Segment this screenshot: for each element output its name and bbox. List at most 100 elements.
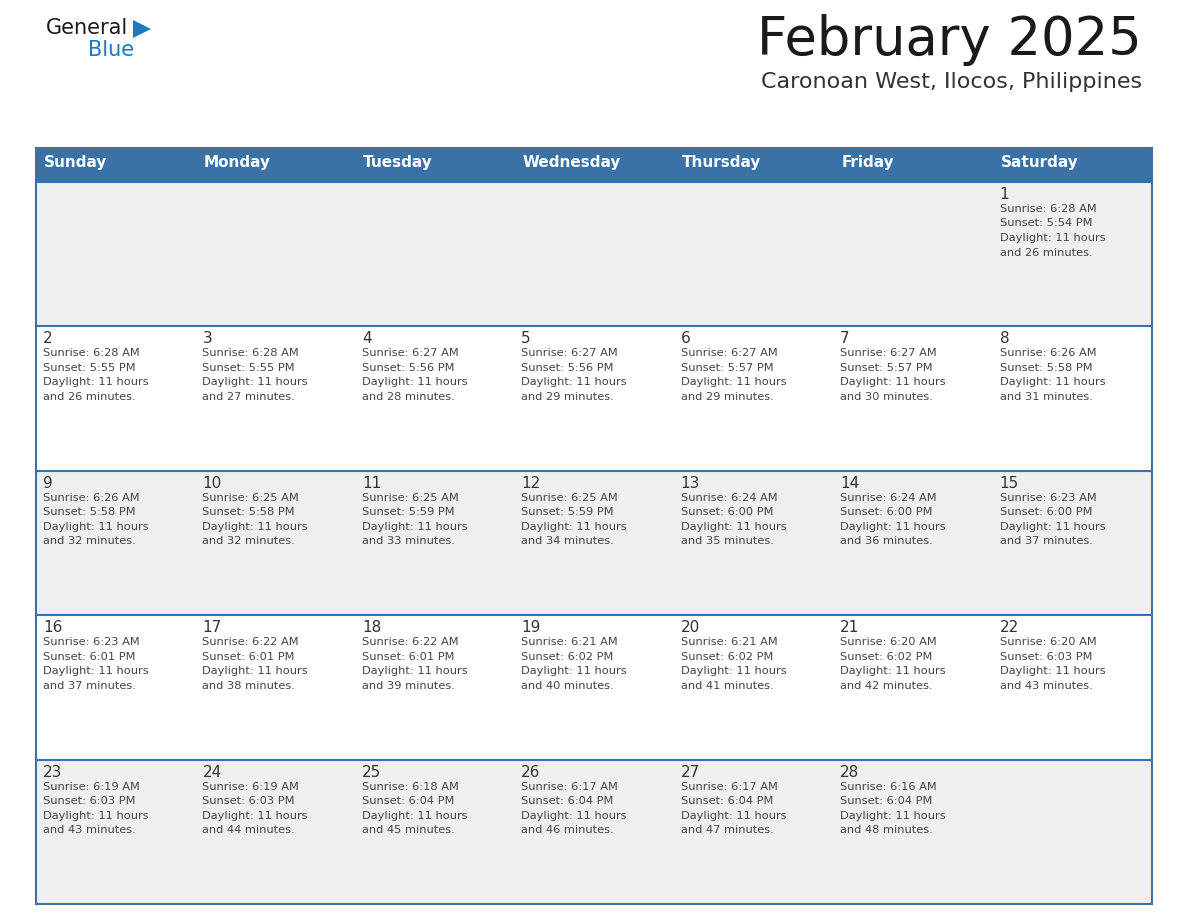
Bar — [36, 148, 196, 182]
Text: and 30 minutes.: and 30 minutes. — [840, 392, 933, 402]
Bar — [674, 615, 833, 759]
Text: Daylight: 11 hours: Daylight: 11 hours — [362, 377, 468, 387]
Text: Sunrise: 6:24 AM: Sunrise: 6:24 AM — [840, 493, 937, 503]
Bar — [833, 471, 992, 615]
Text: Sunrise: 6:26 AM: Sunrise: 6:26 AM — [999, 349, 1097, 358]
Text: Daylight: 11 hours: Daylight: 11 hours — [43, 521, 148, 532]
Text: Sunset: 5:54 PM: Sunset: 5:54 PM — [999, 218, 1092, 229]
Text: 25: 25 — [362, 765, 381, 779]
Text: Friday: Friday — [841, 155, 893, 170]
Text: and 40 minutes.: and 40 minutes. — [522, 681, 614, 690]
Text: Sunset: 6:01 PM: Sunset: 6:01 PM — [362, 652, 454, 662]
Text: Sunrise: 6:22 AM: Sunrise: 6:22 AM — [362, 637, 459, 647]
Polygon shape — [133, 20, 151, 38]
Text: and 37 minutes.: and 37 minutes. — [999, 536, 1093, 546]
Text: and 43 minutes.: and 43 minutes. — [43, 825, 135, 835]
Text: Sunrise: 6:17 AM: Sunrise: 6:17 AM — [681, 781, 778, 791]
Bar — [196, 615, 355, 759]
Text: 1: 1 — [999, 187, 1009, 202]
Text: Sunrise: 6:19 AM: Sunrise: 6:19 AM — [43, 781, 140, 791]
Bar — [992, 327, 1152, 471]
Bar — [355, 471, 514, 615]
Text: Sunset: 5:59 PM: Sunset: 5:59 PM — [362, 508, 455, 518]
Bar — [833, 182, 992, 327]
Text: Daylight: 11 hours: Daylight: 11 hours — [999, 377, 1105, 387]
Text: Sunset: 6:01 PM: Sunset: 6:01 PM — [202, 652, 295, 662]
Text: Sunset: 6:02 PM: Sunset: 6:02 PM — [681, 652, 773, 662]
Text: Sunrise: 6:23 AM: Sunrise: 6:23 AM — [999, 493, 1097, 503]
Text: Daylight: 11 hours: Daylight: 11 hours — [43, 377, 148, 387]
Text: General: General — [46, 18, 128, 38]
Text: Sunrise: 6:18 AM: Sunrise: 6:18 AM — [362, 781, 459, 791]
Text: and 32 minutes.: and 32 minutes. — [202, 536, 295, 546]
Text: Daylight: 11 hours: Daylight: 11 hours — [202, 666, 308, 677]
Text: and 34 minutes.: and 34 minutes. — [522, 536, 614, 546]
Text: Daylight: 11 hours: Daylight: 11 hours — [362, 521, 468, 532]
Bar — [674, 148, 833, 182]
Text: 5: 5 — [522, 331, 531, 346]
Text: Sunset: 5:59 PM: Sunset: 5:59 PM — [522, 508, 614, 518]
Text: Daylight: 11 hours: Daylight: 11 hours — [840, 521, 946, 532]
Text: Sunrise: 6:24 AM: Sunrise: 6:24 AM — [681, 493, 777, 503]
Text: Sunrise: 6:28 AM: Sunrise: 6:28 AM — [202, 349, 299, 358]
Text: Daylight: 11 hours: Daylight: 11 hours — [43, 811, 148, 821]
Text: Sunset: 5:58 PM: Sunset: 5:58 PM — [43, 508, 135, 518]
Text: Sunset: 6:02 PM: Sunset: 6:02 PM — [840, 652, 933, 662]
Text: and 43 minutes.: and 43 minutes. — [999, 681, 1092, 690]
Bar — [514, 615, 674, 759]
Bar — [514, 327, 674, 471]
Text: Sunset: 5:55 PM: Sunset: 5:55 PM — [43, 363, 135, 373]
Text: and 26 minutes.: and 26 minutes. — [43, 392, 135, 402]
Text: Daylight: 11 hours: Daylight: 11 hours — [681, 521, 786, 532]
Text: 18: 18 — [362, 621, 381, 635]
Text: 3: 3 — [202, 331, 213, 346]
Text: and 27 minutes.: and 27 minutes. — [202, 392, 295, 402]
Text: Sunset: 6:03 PM: Sunset: 6:03 PM — [999, 652, 1092, 662]
Bar — [992, 148, 1152, 182]
Text: and 41 minutes.: and 41 minutes. — [681, 681, 773, 690]
Text: Sunset: 5:57 PM: Sunset: 5:57 PM — [681, 363, 773, 373]
Text: 26: 26 — [522, 765, 541, 779]
Text: 13: 13 — [681, 476, 700, 491]
Text: and 36 minutes.: and 36 minutes. — [840, 536, 933, 546]
Bar — [992, 182, 1152, 327]
Text: and 42 minutes.: and 42 minutes. — [840, 681, 933, 690]
Text: Daylight: 11 hours: Daylight: 11 hours — [202, 811, 308, 821]
Text: Thursday: Thursday — [682, 155, 762, 170]
Bar — [355, 327, 514, 471]
Bar — [36, 327, 196, 471]
Text: Sunrise: 6:21 AM: Sunrise: 6:21 AM — [681, 637, 777, 647]
Text: Daylight: 11 hours: Daylight: 11 hours — [202, 377, 308, 387]
Bar — [992, 759, 1152, 904]
Text: 9: 9 — [43, 476, 52, 491]
Bar — [196, 759, 355, 904]
Bar — [514, 182, 674, 327]
Text: Sunrise: 6:23 AM: Sunrise: 6:23 AM — [43, 637, 140, 647]
Text: and 32 minutes.: and 32 minutes. — [43, 536, 135, 546]
Bar — [992, 615, 1152, 759]
Text: Daylight: 11 hours: Daylight: 11 hours — [43, 666, 148, 677]
Text: Caronoan West, Ilocos, Philippines: Caronoan West, Ilocos, Philippines — [760, 72, 1142, 92]
Bar — [674, 759, 833, 904]
Text: and 48 minutes.: and 48 minutes. — [840, 825, 933, 835]
Text: and 29 minutes.: and 29 minutes. — [522, 392, 614, 402]
Text: and 46 minutes.: and 46 minutes. — [522, 825, 614, 835]
Text: 27: 27 — [681, 765, 700, 779]
Bar — [36, 615, 196, 759]
Text: Daylight: 11 hours: Daylight: 11 hours — [681, 811, 786, 821]
Text: and 33 minutes.: and 33 minutes. — [362, 536, 455, 546]
Text: Sunset: 5:58 PM: Sunset: 5:58 PM — [202, 508, 295, 518]
Text: 21: 21 — [840, 621, 859, 635]
Text: Sunrise: 6:27 AM: Sunrise: 6:27 AM — [681, 349, 777, 358]
Text: Sunset: 6:04 PM: Sunset: 6:04 PM — [840, 796, 933, 806]
Text: Monday: Monday — [203, 155, 271, 170]
Text: Blue: Blue — [88, 40, 134, 60]
Text: Sunrise: 6:27 AM: Sunrise: 6:27 AM — [840, 349, 937, 358]
Text: Sunset: 5:56 PM: Sunset: 5:56 PM — [522, 363, 614, 373]
Text: Sunday: Sunday — [44, 155, 107, 170]
Text: Daylight: 11 hours: Daylight: 11 hours — [522, 666, 627, 677]
Text: Daylight: 11 hours: Daylight: 11 hours — [681, 666, 786, 677]
Text: Sunrise: 6:28 AM: Sunrise: 6:28 AM — [43, 349, 140, 358]
Text: Sunrise: 6:25 AM: Sunrise: 6:25 AM — [362, 493, 459, 503]
Text: Daylight: 11 hours: Daylight: 11 hours — [202, 521, 308, 532]
